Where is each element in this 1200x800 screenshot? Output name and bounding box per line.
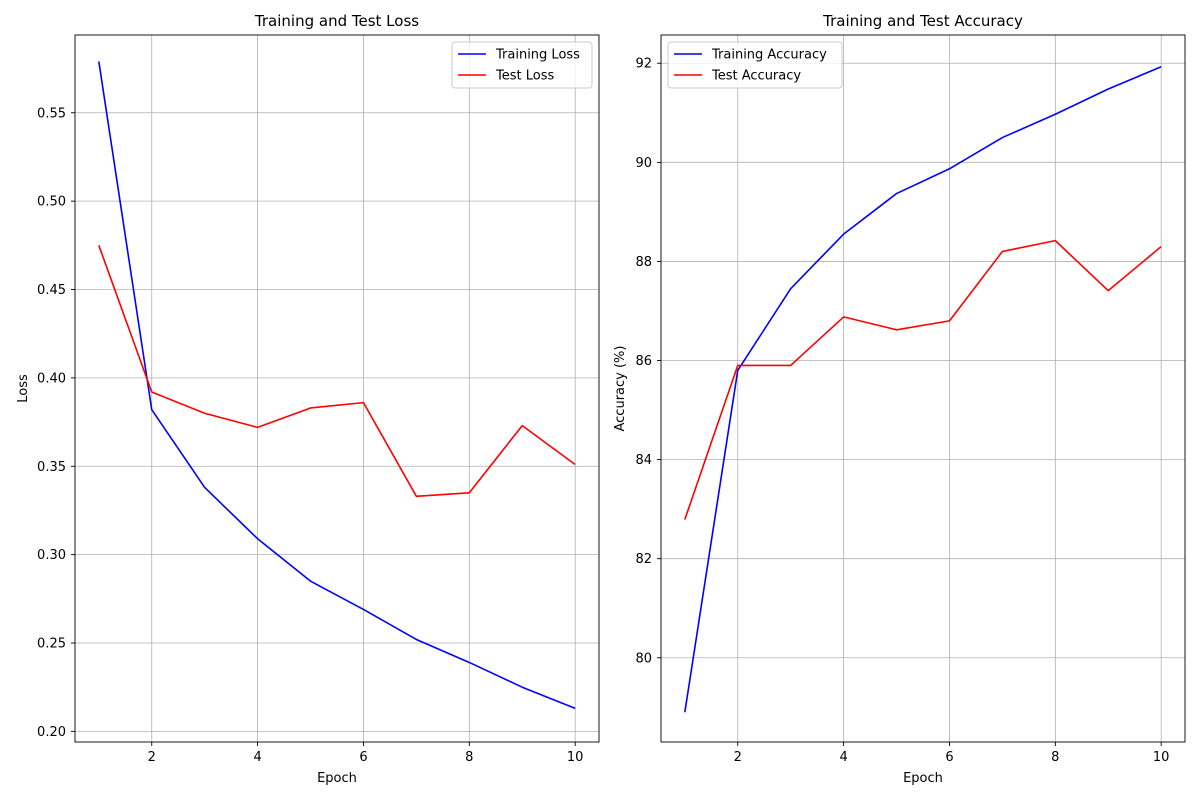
x-tick-label: 6 [945, 750, 953, 765]
y-tick-label: 80 [635, 651, 652, 666]
x-tick-label: 4 [839, 750, 847, 765]
y-tick-label: 88 [635, 255, 652, 270]
y-tick-label: 0.20 [37, 725, 66, 740]
series-line-test [98, 245, 576, 498]
x-tick-label: 8 [465, 750, 473, 765]
legend-label: Training Accuracy [711, 48, 827, 63]
x-axis-label: Epoch [317, 771, 357, 786]
plot-frame [74, 34, 600, 743]
x-tick-label: 10 [1153, 750, 1170, 765]
legend-label: Test Loss [495, 69, 554, 84]
series-line-training [684, 65, 1162, 713]
x-tick-label: 4 [253, 750, 261, 765]
y-tick-label: 82 [635, 552, 652, 567]
loss-chart: Training and Test Loss 2 4 6 8 10 0.20 0.25 0.30… [16, 12, 600, 786]
y-tick-label: 84 [635, 453, 652, 468]
x-tick-label: 8 [1051, 750, 1059, 765]
legend-label: Test Accuracy [711, 69, 801, 84]
legend-box [451, 41, 593, 89]
y-tick-label: 0.35 [37, 460, 66, 475]
y-tick-label: 0.30 [37, 548, 66, 563]
y-axis-label: Accuracy (%) [613, 346, 628, 432]
series-line-test [684, 239, 1162, 520]
x-tick-label: 2 [148, 750, 156, 765]
y-tick-label: 92 [635, 57, 652, 72]
plot-frame [660, 34, 1186, 743]
y-tick-label: 0.40 [37, 371, 66, 386]
y-tick-label: 90 [635, 156, 652, 171]
x-tick-label: 6 [359, 750, 367, 765]
x-tick-label: 10 [567, 750, 584, 765]
y-axis-label: Loss [16, 374, 31, 403]
y-tick-label: 0.55 [37, 106, 66, 121]
legend-label: Training Loss [495, 48, 580, 63]
y-tick-label: 0.25 [37, 637, 66, 652]
series-line-training [98, 61, 576, 710]
chart-title: Training and Test Loss [254, 12, 419, 30]
accuracy-chart: Training and Test Accuracy 2 4 6 8 10 80 82 84 86… [613, 12, 1186, 786]
legend-box [667, 41, 843, 89]
x-tick-label: 2 [734, 750, 742, 765]
grid [75, 35, 599, 742]
y-tick-label: 0.50 [37, 195, 66, 210]
chart-title: Training and Test Accuracy [822, 12, 1023, 30]
x-axis-label: Epoch [903, 771, 943, 786]
grid [661, 35, 1185, 742]
legend: Training Loss Test Loss [451, 41, 593, 89]
y-tick-label: 86 [635, 354, 652, 369]
y-tick-label: 0.45 [37, 283, 66, 298]
legend: Training Accuracy Test Accuracy [667, 41, 843, 89]
